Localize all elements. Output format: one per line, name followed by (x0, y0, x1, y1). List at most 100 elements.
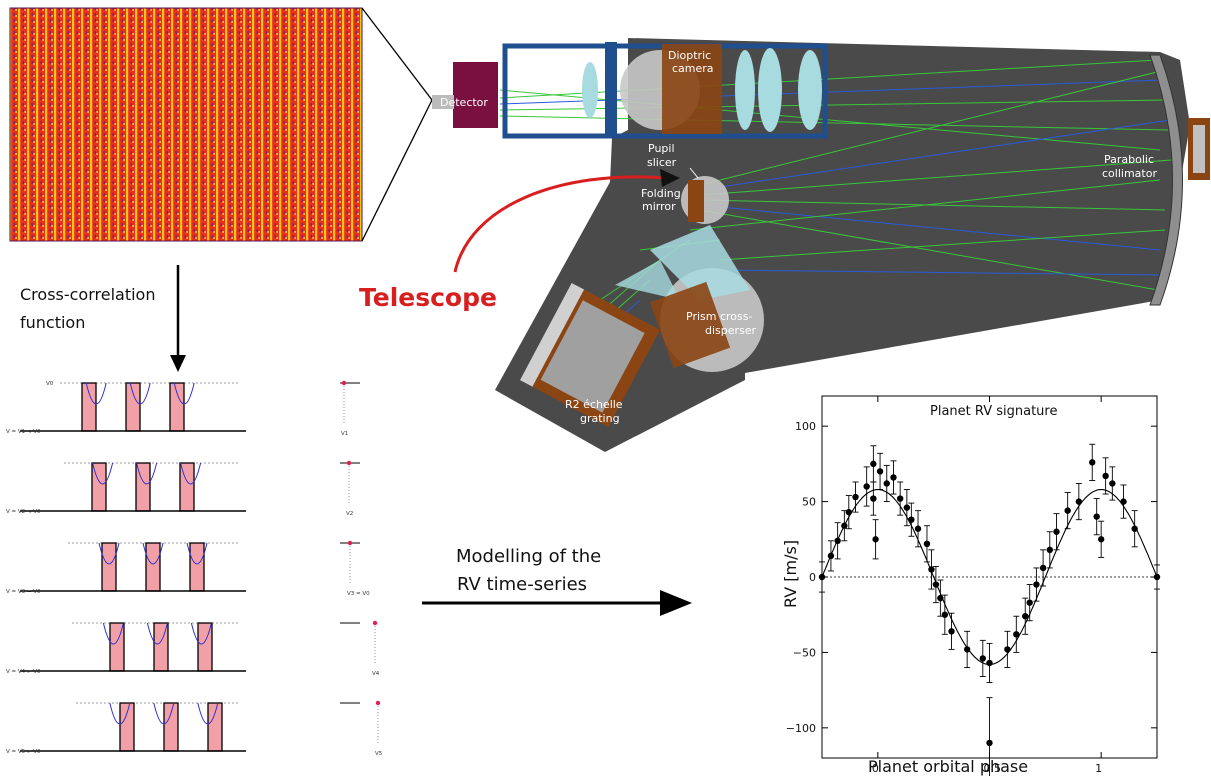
data-point (1033, 567, 1040, 602)
data-point (845, 495, 852, 530)
label-collimator-2: collimator (1102, 167, 1157, 180)
ccf-row: V = V5 > V0 V5 (6, 700, 383, 757)
ccf-small-label: V5 (375, 751, 383, 757)
y-tick-label: 100 (795, 420, 816, 433)
data-point (1153, 564, 1161, 590)
data-point (1046, 531, 1054, 569)
y-tick-label: −100 (786, 722, 816, 735)
data-point (1089, 443, 1096, 481)
spectrograph-diagram: Detector Dioptric camera Pupil slicer Fo… (432, 38, 1210, 452)
data-point (914, 510, 922, 548)
zoom-line-top (361, 7, 433, 101)
data-point (941, 594, 949, 635)
data-points (818, 443, 1161, 776)
label-prism-1: Prism cross- (686, 310, 752, 323)
y-tick-label: 50 (802, 496, 816, 509)
label-camera-1: Dioptric (668, 49, 711, 62)
x-axis-label: Planet orbital phase (868, 757, 1028, 776)
telescope-arrow (453, 175, 667, 273)
zoom-line-bottom (361, 99, 433, 242)
data-point (908, 502, 915, 537)
data-point (903, 489, 911, 527)
collimator-mirror (1149, 54, 1183, 306)
y-axis-label: RV [m/s] (781, 540, 800, 608)
data-point (1075, 483, 1083, 521)
modelling-line-2: RV time-series (457, 574, 587, 595)
label-grating-2: grating (580, 412, 620, 425)
ccf-row-label: V = V3 = V0 (6, 589, 41, 595)
data-point (876, 452, 884, 490)
label-prism-2: disperser (705, 324, 757, 337)
ccf-small-label: V1 (341, 431, 348, 437)
echellogram-image (9, 7, 363, 242)
data-point (841, 510, 848, 542)
ccf-title-2: function (20, 313, 85, 332)
data-point (932, 565, 940, 604)
ccf-small-label: V3 = V0 (347, 591, 370, 597)
data-point (923, 525, 931, 563)
modelling-line-1: Modelling of the (456, 546, 601, 567)
telescope-label: Telescope (359, 283, 497, 312)
ccf-row-label: V = V4 > V0 (6, 669, 41, 675)
ccf-row-label: V = V2 < V0 (6, 509, 41, 515)
data-point (1131, 510, 1138, 548)
camera-lens-3 (758, 48, 782, 132)
ccf-small-label: V4 (372, 671, 380, 677)
ccf-row: V = V1 < V0 V0 V1 (6, 380, 360, 437)
prism (650, 225, 750, 300)
data-point (1109, 466, 1116, 501)
chart-title: Planet RV signature (930, 404, 1057, 419)
y-tick-label: 0 (809, 571, 816, 584)
data-point (1093, 498, 1100, 536)
data-point (928, 549, 935, 590)
label-camera-2: camera (672, 62, 714, 75)
data-point (827, 540, 835, 572)
ccf-row: V = V4 > V0 V4 (6, 620, 380, 677)
label-collimator-1: Parabolic (1104, 153, 1154, 166)
label-folding-2: mirror (642, 200, 676, 213)
ccf-title-1: Cross-correlation (20, 285, 155, 304)
data-point (986, 642, 993, 684)
data-point (834, 522, 841, 560)
data-point (818, 561, 826, 593)
camera-lens-2 (735, 50, 755, 130)
light-rays (499, 59, 1173, 386)
ccf-row: V = V2 < V0 V2 (6, 460, 360, 517)
data-point (979, 639, 986, 677)
data-point (863, 466, 870, 507)
data-point (948, 612, 955, 650)
data-point (1039, 549, 1047, 587)
data-point (852, 481, 859, 513)
ccf-row-label: V = V1 < V0 (6, 429, 41, 435)
ccf-small-label: V2 (346, 511, 353, 517)
rv-chart: 0 0.5 1 −100 −50 0 50 100 Planet RV signature P… (781, 395, 1161, 776)
ccf-top-label: V0 (46, 381, 54, 387)
ccf-row: V = V3 = V0 V3 = V0 (6, 540, 370, 597)
x-tick-label: 0.5 (984, 762, 1002, 775)
ccf-row-label: V = V5 > V0 (6, 749, 41, 755)
echelle-grating (520, 282, 660, 428)
y-tick-label: −50 (793, 646, 816, 659)
label-folding-1: Folding (641, 187, 681, 200)
data-point (1064, 492, 1071, 530)
x-tick-label: 0 (872, 762, 879, 775)
detector-body (453, 62, 498, 128)
data-point (1022, 597, 1029, 635)
label-pupil-2: slicer (647, 156, 677, 169)
data-point (872, 519, 879, 560)
label-detector: Detector (440, 96, 488, 109)
label-pupil-1: Pupil (648, 142, 675, 155)
data-point (1120, 484, 1127, 519)
label-grating-1: R2 échelle (565, 398, 623, 411)
data-point (986, 697, 993, 776)
camera-lens-1 (582, 62, 598, 118)
data-point (870, 481, 877, 516)
data-point (896, 481, 904, 516)
data-point (883, 464, 890, 503)
data-point (1102, 457, 1109, 495)
data-point (1013, 615, 1020, 653)
data-point (1004, 630, 1011, 668)
axis-ticks: 0 0.5 1 −100 −50 0 50 100 (786, 396, 1157, 775)
